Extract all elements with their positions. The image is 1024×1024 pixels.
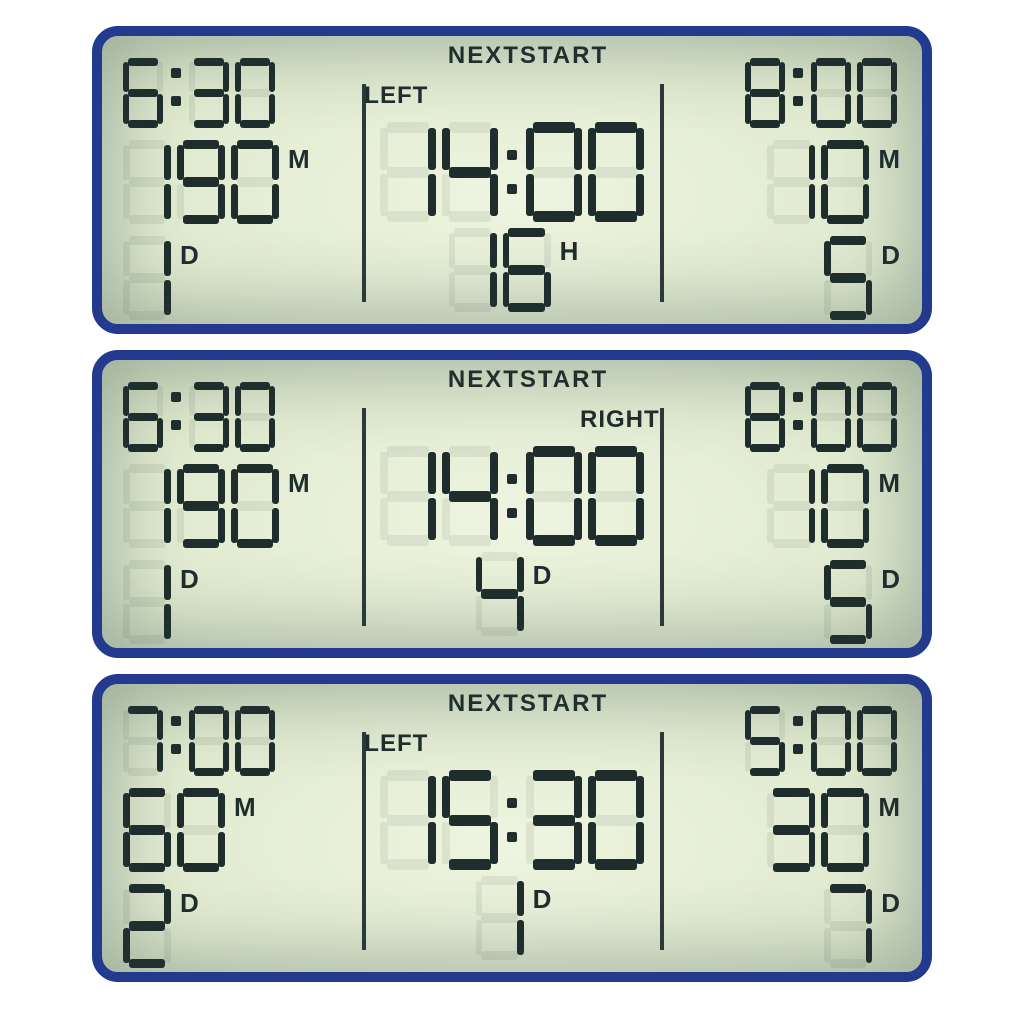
seven-seg-digit xyxy=(235,382,275,452)
seven-seg-digit xyxy=(380,770,436,870)
unit-label: D xyxy=(881,888,900,919)
seven-seg-digit xyxy=(767,140,815,224)
lcd-panel: NEXTSTARTMDLEFTHMD xyxy=(92,26,932,334)
seven-seg-digit xyxy=(442,122,498,222)
seven-seg-digit xyxy=(177,140,225,224)
seven-seg-digit xyxy=(123,464,171,548)
seven-seg-digit xyxy=(824,560,872,644)
lcd-panel: NEXTSTARTMDRIGHTDMD xyxy=(92,350,932,658)
unit-label: M xyxy=(878,144,900,175)
seven-seg-digit xyxy=(189,58,229,128)
seven-seg-digit xyxy=(767,788,815,872)
seven-seg-digit xyxy=(811,58,851,128)
seven-seg-digit xyxy=(442,770,498,870)
colon-icon xyxy=(502,770,522,870)
lcd-panels-stack: NEXTSTARTMDLEFTHMDNEXTSTARTMDRIGHTDMDNEX… xyxy=(92,26,932,998)
seven-seg-digit xyxy=(177,788,225,872)
side-label: LEFT xyxy=(364,82,428,110)
seven-seg-digit xyxy=(231,140,279,224)
seven-seg-digit xyxy=(380,446,436,546)
left-column: MD xyxy=(102,36,354,324)
seven-seg-digit xyxy=(123,58,163,128)
unit-label: M xyxy=(288,468,310,499)
center-column: RIGHT D xyxy=(354,360,669,648)
seven-seg-digit xyxy=(526,770,582,870)
seven-seg-digit xyxy=(767,464,815,548)
unit-label: D xyxy=(881,240,900,271)
seven-seg-digit xyxy=(235,58,275,128)
seven-seg-digit xyxy=(821,464,869,548)
seven-seg-digit xyxy=(857,706,897,776)
colon-icon xyxy=(789,368,807,452)
seven-seg-digit xyxy=(811,706,851,776)
colon-icon xyxy=(502,122,522,222)
lcd-panel: NEXTSTARTMDLEFTDMD xyxy=(92,674,932,982)
seven-seg-digit xyxy=(449,228,497,312)
seven-seg-digit xyxy=(811,382,851,452)
unit-label: D xyxy=(881,564,900,595)
seven-seg-digit xyxy=(824,236,872,320)
colon-icon xyxy=(167,368,185,452)
seven-seg-digit xyxy=(745,58,785,128)
seven-seg-digit xyxy=(177,464,225,548)
unit-label: M xyxy=(288,144,310,175)
colon-icon xyxy=(167,44,185,128)
side-label: LEFT xyxy=(364,730,428,758)
seven-seg-digit xyxy=(745,382,785,452)
seven-seg-digit xyxy=(476,552,524,636)
seven-seg-digit xyxy=(824,884,872,968)
seven-seg-digit xyxy=(123,140,171,224)
seven-seg-digit xyxy=(380,122,436,222)
unit-label: D xyxy=(533,884,552,915)
seven-seg-digit xyxy=(588,446,644,546)
seven-seg-digit xyxy=(857,382,897,452)
seven-seg-digit xyxy=(526,122,582,222)
seven-seg-digit xyxy=(503,228,551,312)
seven-seg-digit xyxy=(123,560,171,644)
seven-seg-digit xyxy=(123,236,171,320)
seven-seg-digit xyxy=(588,770,644,870)
seven-seg-digit xyxy=(123,788,171,872)
seven-seg-digit xyxy=(821,788,869,872)
seven-seg-digit xyxy=(526,446,582,546)
center-column: LEFT D xyxy=(354,684,669,972)
seven-seg-digit xyxy=(745,706,785,776)
seven-seg-digit xyxy=(442,446,498,546)
seven-seg-digit xyxy=(123,706,163,776)
seven-seg-digit xyxy=(231,464,279,548)
unit-label: H xyxy=(560,236,579,267)
seven-seg-digit xyxy=(476,876,524,960)
unit-label: D xyxy=(533,560,552,591)
colon-icon xyxy=(789,692,807,776)
right-column: MD xyxy=(670,36,922,324)
seven-seg-digit xyxy=(123,884,171,968)
right-column: MD xyxy=(670,360,922,648)
seven-seg-digit xyxy=(588,122,644,222)
seven-seg-digit xyxy=(857,58,897,128)
colon-icon xyxy=(502,446,522,546)
seven-seg-digit xyxy=(123,382,163,452)
seven-seg-digit xyxy=(235,706,275,776)
unit-label: M xyxy=(234,792,256,823)
side-label: RIGHT xyxy=(580,406,660,434)
right-column: MD xyxy=(670,684,922,972)
unit-label: D xyxy=(180,888,199,919)
seven-seg-digit xyxy=(821,140,869,224)
left-column: MD xyxy=(102,360,354,648)
unit-label: M xyxy=(878,792,900,823)
seven-seg-digit xyxy=(189,382,229,452)
seven-seg-digit xyxy=(189,706,229,776)
unit-label: M xyxy=(878,468,900,499)
left-column: MD xyxy=(102,684,354,972)
unit-label: D xyxy=(180,240,199,271)
center-column: LEFT H xyxy=(354,36,669,324)
colon-icon xyxy=(167,692,185,776)
unit-label: D xyxy=(180,564,199,595)
colon-icon xyxy=(789,44,807,128)
